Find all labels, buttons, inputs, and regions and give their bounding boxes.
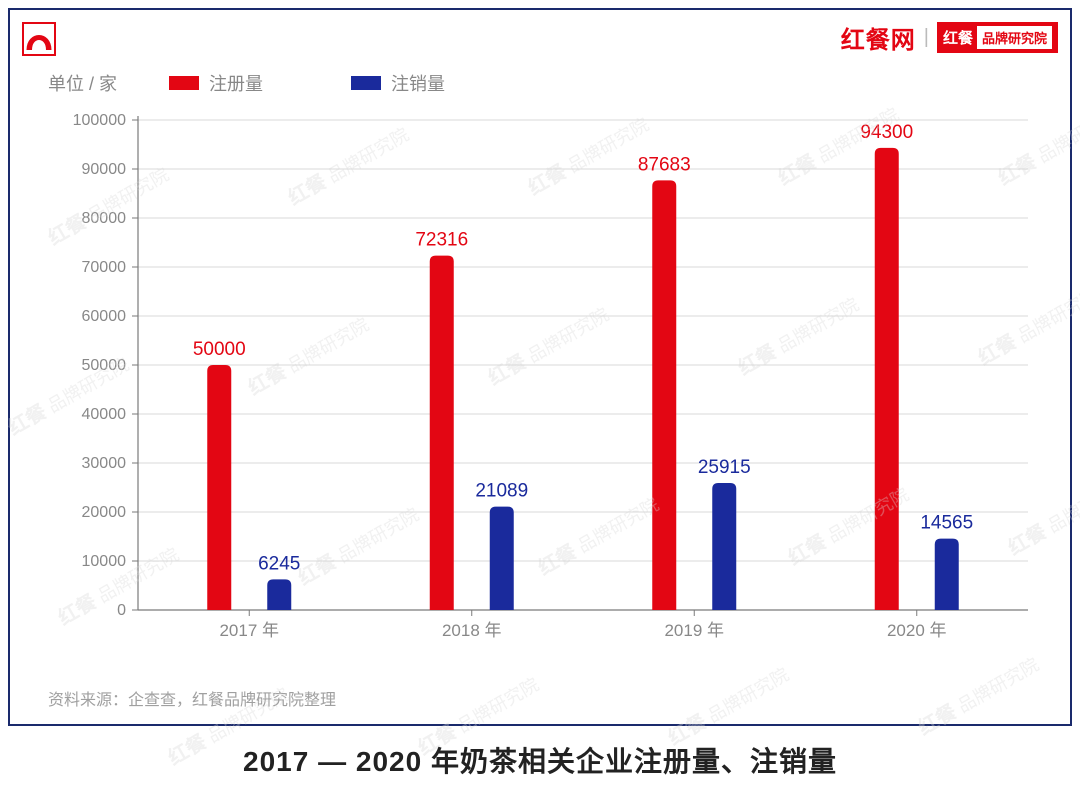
logo-corner-icon <box>22 22 56 56</box>
svg-text:50000: 50000 <box>193 339 246 360</box>
svg-text:50000: 50000 <box>82 357 127 374</box>
svg-text:60000: 60000 <box>82 308 127 325</box>
svg-text:2018 年: 2018 年 <box>442 621 502 640</box>
svg-text:20000: 20000 <box>82 504 127 521</box>
svg-text:100000: 100000 <box>73 112 126 129</box>
svg-text:90000: 90000 <box>82 161 127 178</box>
legend-item-registered: 注册量 <box>169 70 263 96</box>
svg-text:40000: 40000 <box>82 406 127 423</box>
source-note: 资料来源：企查查，红餐品牌研究院整理 <box>48 686 336 710</box>
svg-text:6245: 6245 <box>258 553 300 574</box>
svg-text:87683: 87683 <box>638 154 691 175</box>
svg-text:25915: 25915 <box>698 457 751 478</box>
svg-text:2019 年: 2019 年 <box>664 621 724 640</box>
svg-text:94300: 94300 <box>860 122 913 143</box>
legend-unit-label: 单位 / 家 <box>48 70 117 96</box>
svg-text:30000: 30000 <box>82 455 127 472</box>
brand-badge-prefix: 红餐 <box>943 27 973 48</box>
legend-swatch-registered <box>169 76 199 90</box>
svg-text:10000: 10000 <box>82 553 127 570</box>
svg-text:70000: 70000 <box>82 259 127 276</box>
svg-text:14565: 14565 <box>920 513 973 534</box>
watermark-text: 红餐 品牌研究院 <box>662 658 793 751</box>
svg-text:21089: 21089 <box>475 481 528 502</box>
legend-label-registered: 注册量 <box>209 70 263 96</box>
legend-label-deregistered: 注销量 <box>391 70 445 96</box>
chart-caption: 2017 — 2020 年奶茶相关企业注册量、注销量 <box>0 740 1080 780</box>
svg-text:72316: 72316 <box>415 230 468 251</box>
legend: 单位 / 家 注册量 注销量 <box>48 70 445 96</box>
bar-chart: 0 10000 20000 30000 40000 50000 60000 70000 8000… <box>48 110 1038 670</box>
svg-text:0: 0 <box>117 602 126 619</box>
legend-item-deregistered: 注销量 <box>351 70 445 96</box>
svg-text:2017 年: 2017 年 <box>219 621 279 640</box>
svg-text:2020 年: 2020 年 <box>887 621 947 640</box>
svg-text:80000: 80000 <box>82 210 127 227</box>
brand-badge-inner: 品牌研究院 <box>977 26 1052 49</box>
brand-badge: 红餐 品牌研究院 <box>937 22 1058 53</box>
chart-frame: 红餐网 | 红餐 品牌研究院 单位 / 家 注册量 注销量 0 10000 2000… <box>8 8 1072 726</box>
brand-divider: | <box>924 26 929 49</box>
legend-swatch-deregistered <box>351 76 381 90</box>
brand-area: 红餐网 | 红餐 品牌研究院 <box>841 20 1058 55</box>
brand-site-name: 红餐网 <box>841 20 916 55</box>
